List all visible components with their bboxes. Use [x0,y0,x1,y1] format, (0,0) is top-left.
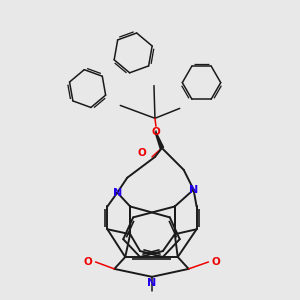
Polygon shape [155,133,164,149]
Text: O: O [212,257,220,267]
Text: O: O [84,257,92,267]
Text: N: N [113,188,122,198]
Text: O: O [152,127,160,137]
Text: N: N [189,184,198,195]
Text: N: N [147,278,157,288]
Text: O: O [138,148,146,158]
